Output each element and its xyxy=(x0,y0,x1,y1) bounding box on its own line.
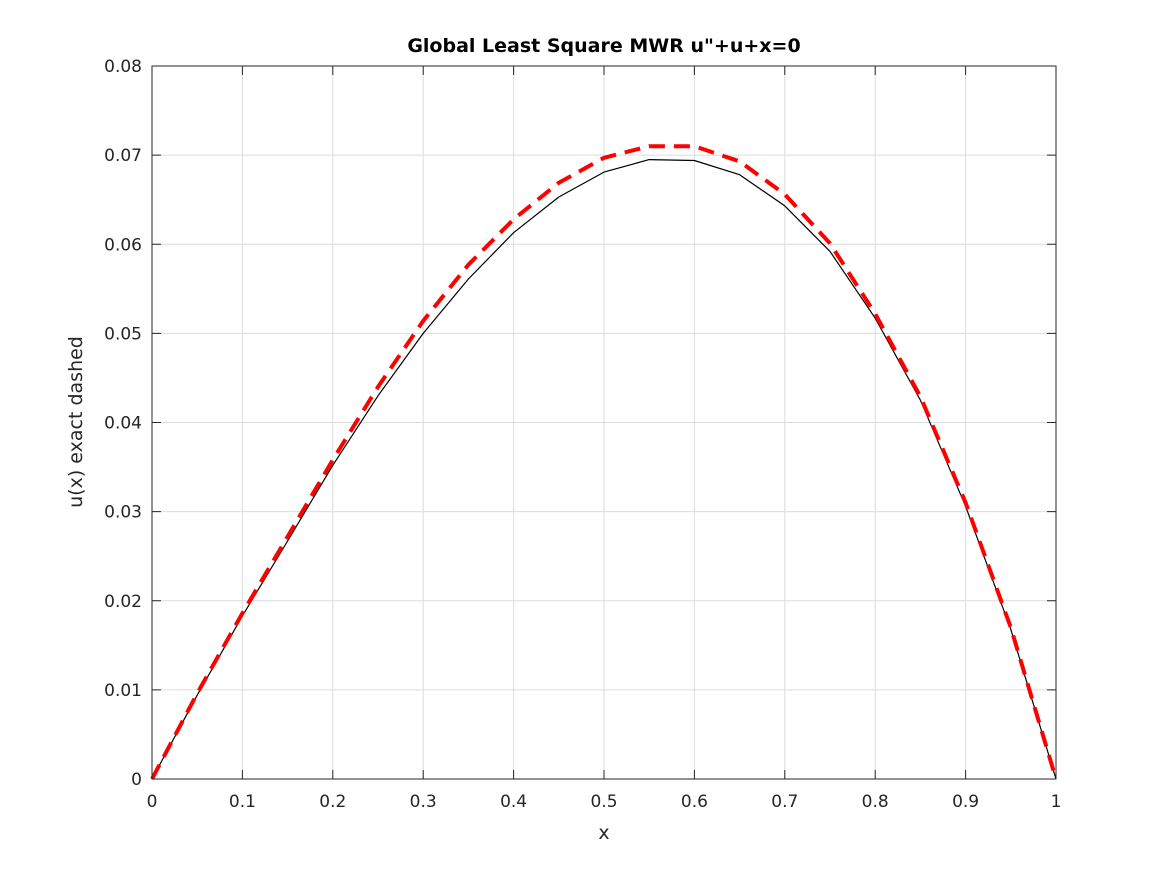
x-tick-label: 0 xyxy=(147,792,158,812)
x-tick-label: 0.8 xyxy=(862,792,889,812)
x-tick-label: 0.1 xyxy=(229,792,256,812)
y-tick-label: 0.07 xyxy=(104,146,142,166)
y-tick-label: 0.01 xyxy=(104,681,142,701)
series-layer xyxy=(150,144,1058,780)
y-tick-label: 0 xyxy=(131,770,142,790)
y-tick-label: 0.06 xyxy=(104,235,142,255)
y-tick-label: 0.03 xyxy=(104,503,142,523)
chart-title: Global Least Square MWR u"+u+x=0 xyxy=(407,35,800,57)
x-tick-label: 0.6 xyxy=(681,792,708,812)
x-tick-label: 1 xyxy=(1051,792,1062,812)
y-tick-label: 0.08 xyxy=(104,57,142,77)
x-tick-label: 0.3 xyxy=(410,792,437,812)
x-tick-label: 0.2 xyxy=(319,792,346,812)
x-tick-label: 0.4 xyxy=(500,792,527,812)
y-tick-label: 0.02 xyxy=(104,592,142,612)
x-axis-label: x xyxy=(598,822,609,844)
y-tick-label: 0.04 xyxy=(104,414,142,434)
y-tick-label: 0.05 xyxy=(104,324,142,344)
y-axis-label: u(x) exact dashed xyxy=(65,336,87,508)
ticks: 0 0.1 0.2 0.3 0.4 0.5 0.6 0.7 0.8 0.9 1 0 0.01 0.02 0.… xyxy=(104,57,1061,812)
exact-solution-line xyxy=(150,144,1058,780)
x-tick-label: 0.9 xyxy=(952,792,979,812)
x-tick-label: 0.7 xyxy=(771,792,798,812)
x-tick-label: 0.5 xyxy=(590,792,617,812)
